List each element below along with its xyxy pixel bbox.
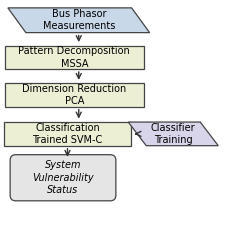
FancyBboxPatch shape: [4, 83, 144, 107]
Text: Bus Phasor
Measurements: Bus Phasor Measurements: [43, 9, 115, 32]
Text: Classification
Trained SVM-C: Classification Trained SVM-C: [32, 123, 103, 145]
FancyBboxPatch shape: [4, 45, 144, 69]
Polygon shape: [8, 8, 150, 33]
Text: System
Vulnerability
Status: System Vulnerability Status: [32, 160, 94, 195]
Text: Pattern Decomposition
MSSA: Pattern Decomposition MSSA: [18, 46, 130, 69]
Text: Dimension Reduction
PCA: Dimension Reduction PCA: [22, 84, 126, 106]
FancyBboxPatch shape: [10, 155, 116, 201]
FancyBboxPatch shape: [4, 122, 130, 146]
Polygon shape: [128, 122, 218, 146]
Text: Classifier
Training: Classifier Training: [151, 123, 196, 145]
